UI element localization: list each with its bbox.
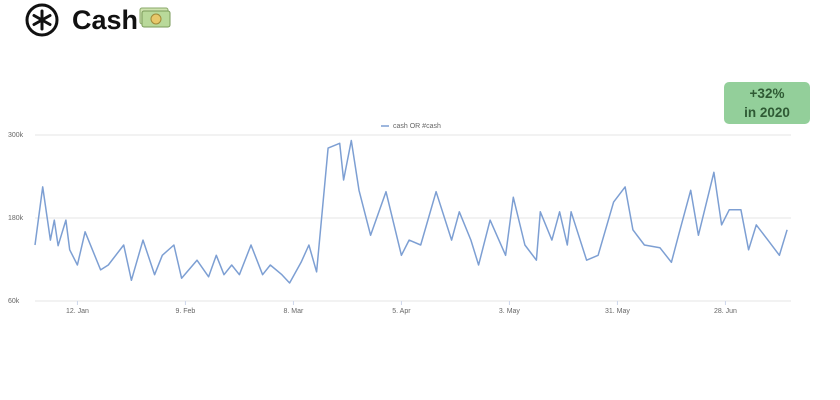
badge-caption: in 2020 xyxy=(744,105,790,120)
money-icon xyxy=(139,7,171,28)
title: Cash xyxy=(72,5,139,35)
legend-label: cash OR #cash xyxy=(393,123,441,130)
x-tick-label: 31. May xyxy=(605,308,630,315)
y-tick-label: 180k xyxy=(8,215,24,222)
y-tick-label: 300k xyxy=(8,132,24,139)
x-tick-label: 3. May xyxy=(499,308,521,315)
x-tick-label: 12. Jan xyxy=(66,308,89,315)
logo xyxy=(25,3,59,37)
growth-badge: +32% in 2020 xyxy=(724,82,810,124)
y-tick-label: 60k xyxy=(8,298,20,305)
x-tick-label: 28. Jun xyxy=(714,308,737,315)
badge-value: +32% xyxy=(749,86,785,101)
x-tick-label: 5. Apr xyxy=(392,308,411,315)
x-tick-label: 9. Feb xyxy=(175,308,195,315)
x-tick-label: 8. Mar xyxy=(284,308,305,315)
series-line xyxy=(34,139,788,284)
